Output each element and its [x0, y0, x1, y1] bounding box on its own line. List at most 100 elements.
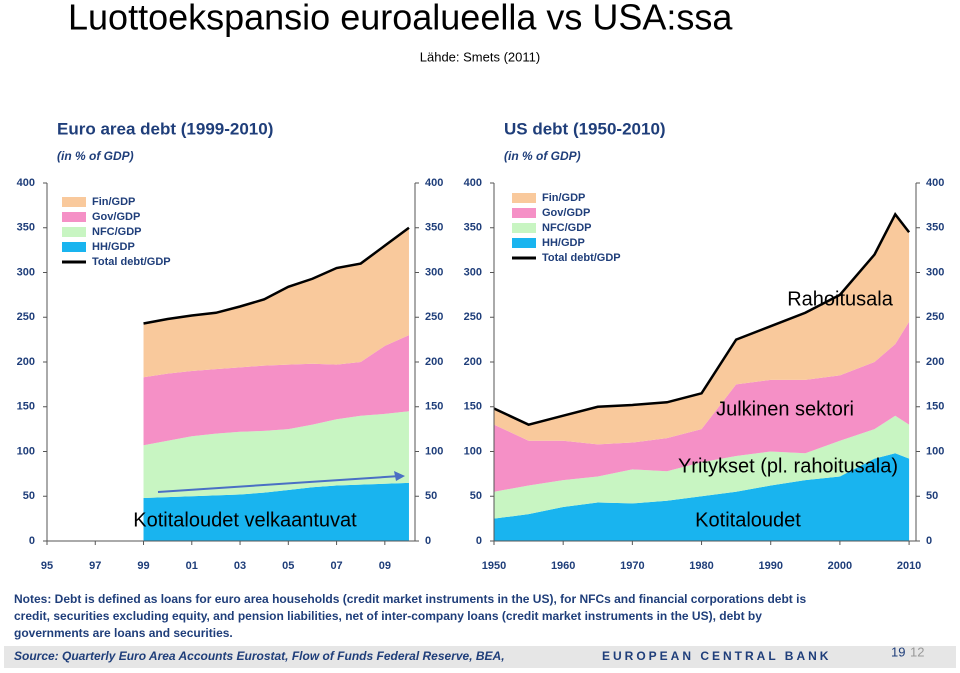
chart-title: US debt (1950-2010)	[504, 119, 666, 138]
legend-label: HH/GDP	[92, 241, 135, 253]
y2-tick-label: 100	[926, 445, 944, 457]
x-tick-label: 97	[89, 560, 101, 572]
legend-swatch	[512, 193, 536, 203]
source: Source: Quarterly Euro Area Accounts Eur…	[14, 649, 505, 663]
legend-label: Gov/GDP	[542, 207, 590, 219]
area	[494, 415, 910, 519]
y2-tick-label: 150	[926, 401, 944, 413]
area	[143, 227, 409, 378]
annotation: Rahoitusala	[787, 288, 894, 310]
y-tick-label: 350	[17, 222, 35, 234]
footer-bar	[4, 646, 956, 668]
area	[143, 411, 409, 499]
y-tick-label: 0	[29, 535, 35, 547]
x-tick-label: 1980	[689, 560, 713, 572]
legend-label: Fin/GDP	[92, 196, 135, 208]
y2-tick-label: 0	[926, 535, 932, 547]
notes-line: credit, securities excluding equity, and…	[14, 609, 762, 623]
y-tick-label: 200	[464, 356, 482, 368]
y2-tick-label: 400	[926, 177, 944, 189]
y-tick-label: 400	[17, 177, 35, 189]
arrow	[157, 475, 401, 493]
y2-tick-label: 0	[425, 535, 431, 547]
x-tick-label: 99	[137, 560, 149, 572]
legend-label: Total debt/GDP	[542, 252, 621, 264]
legend-label: HH/GDP	[542, 237, 585, 249]
y2-tick-label: 300	[425, 266, 443, 278]
y-tick-label: 150	[464, 401, 482, 413]
chart-subtitle: (in % of GDP)	[57, 149, 134, 163]
y2-tick-label: 400	[425, 177, 443, 189]
x-tick-label: 05	[282, 560, 294, 572]
area	[143, 482, 409, 541]
slide-subtitle: Lähde: Smets (2011)	[420, 49, 540, 64]
arrow-head	[394, 471, 405, 481]
x-tick-label: 2010	[897, 560, 921, 572]
y2-tick-label: 250	[926, 311, 944, 323]
y-tick-label: 300	[17, 266, 35, 278]
chart-subtitle: (in % of GDP)	[504, 149, 581, 163]
legend-swatch	[62, 227, 86, 237]
x-tick-label: 03	[234, 560, 246, 572]
legend-swatch	[62, 197, 86, 207]
x-tick-label: 1950	[482, 560, 506, 572]
slide-title: Luottoekspansio euroalueella vs USA:ssa	[68, 0, 733, 38]
legend-swatch	[62, 212, 86, 222]
legend-label: NFC/GDP	[92, 226, 142, 238]
y-tick-label: 300	[464, 266, 482, 278]
notes-line: governments are loans and securities.	[14, 626, 233, 640]
legend-label: Gov/GDP	[92, 211, 140, 223]
legend-label: NFC/GDP	[542, 222, 592, 234]
y-tick-label: 250	[17, 311, 35, 323]
y2-tick-label: 300	[926, 266, 944, 278]
page-number: 19	[891, 644, 905, 659]
y2-tick-label: 200	[926, 356, 944, 368]
y-tick-label: 200	[17, 356, 35, 368]
y-tick-label: 100	[464, 445, 482, 457]
area	[494, 321, 910, 492]
annotation: Julkinen sektori	[716, 398, 854, 420]
page-number: 12	[910, 644, 924, 659]
x-tick-label: 09	[379, 560, 391, 572]
notes-line: Notes: Debt is defined as loans for euro…	[14, 592, 806, 606]
ecb-name: EUROPEAN CENTRAL BANK	[602, 649, 831, 663]
x-tick-label: 1960	[551, 560, 575, 572]
y-tick-label: 400	[464, 177, 482, 189]
legend-label: Fin/GDP	[542, 192, 585, 204]
x-tick-label: 1970	[620, 560, 644, 572]
area	[494, 214, 910, 445]
x-tick-label: 2000	[828, 560, 852, 572]
legend-swatch	[512, 208, 536, 218]
legend-swatch	[512, 238, 536, 248]
y-tick-label: 250	[464, 311, 482, 323]
chart-title: Euro area debt (1999-2010)	[57, 119, 273, 138]
annotation: Kotitaloudet	[695, 509, 801, 531]
x-tick-label: 1990	[758, 560, 782, 572]
x-tick-label: 01	[186, 560, 198, 572]
y-tick-label: 350	[464, 222, 482, 234]
x-tick-label: 07	[330, 560, 342, 572]
y2-tick-label: 350	[425, 222, 443, 234]
x-tick-label: 95	[41, 560, 53, 572]
legend-label: Total debt/GDP	[92, 256, 171, 268]
y-tick-label: 50	[470, 490, 482, 502]
y2-tick-label: 50	[425, 490, 437, 502]
legend-swatch	[512, 223, 536, 233]
y-tick-label: 100	[17, 445, 35, 457]
total-line	[493, 212, 911, 426]
y-tick-label: 0	[476, 535, 482, 547]
y2-tick-label: 350	[926, 222, 944, 234]
area	[494, 453, 910, 541]
total-line	[143, 226, 410, 325]
y-tick-label: 150	[17, 401, 35, 413]
y-tick-label: 50	[23, 490, 35, 502]
area	[143, 335, 409, 446]
y2-tick-label: 200	[425, 356, 443, 368]
annotation: Yritykset (pl. rahoitusala)	[678, 455, 898, 477]
legend-swatch	[62, 242, 86, 252]
y2-tick-label: 250	[425, 311, 443, 323]
y2-tick-label: 150	[425, 401, 443, 413]
y2-tick-label: 100	[425, 445, 443, 457]
annotation: Kotitaloudet velkaantuvat	[133, 509, 357, 531]
